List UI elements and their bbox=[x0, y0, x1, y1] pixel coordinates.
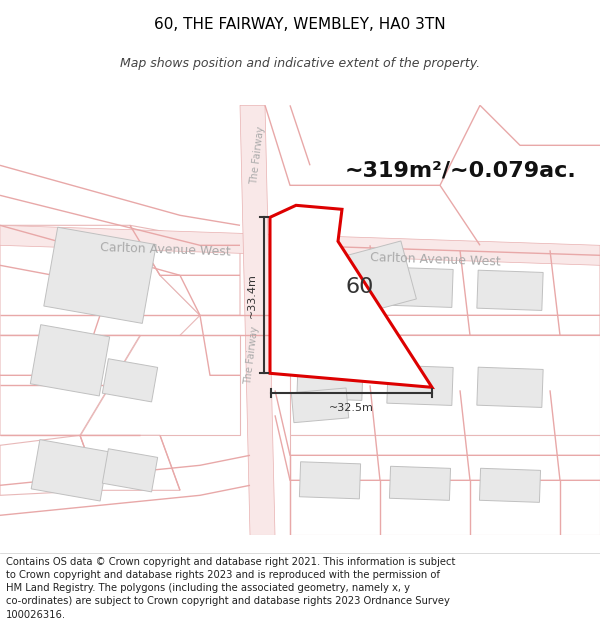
Polygon shape bbox=[323, 241, 416, 319]
Polygon shape bbox=[0, 435, 100, 495]
Polygon shape bbox=[31, 439, 109, 501]
Text: ~32.5m: ~32.5m bbox=[329, 403, 374, 413]
Polygon shape bbox=[479, 468, 541, 502]
Text: ~33.4m: ~33.4m bbox=[247, 273, 257, 318]
Polygon shape bbox=[0, 226, 600, 266]
Polygon shape bbox=[0, 226, 200, 375]
Polygon shape bbox=[44, 228, 156, 323]
Polygon shape bbox=[292, 329, 328, 352]
Polygon shape bbox=[387, 365, 453, 406]
Polygon shape bbox=[130, 226, 240, 316]
Text: 60: 60 bbox=[346, 278, 374, 298]
Polygon shape bbox=[299, 462, 361, 499]
Polygon shape bbox=[290, 246, 600, 336]
Text: 60, THE FAIRWAY, WEMBLEY, HA0 3TN: 60, THE FAIRWAY, WEMBLEY, HA0 3TN bbox=[154, 17, 446, 32]
Polygon shape bbox=[297, 263, 363, 303]
Polygon shape bbox=[290, 435, 600, 535]
Polygon shape bbox=[291, 388, 349, 422]
Polygon shape bbox=[477, 368, 543, 408]
Polygon shape bbox=[389, 466, 451, 501]
Text: The Fairway: The Fairway bbox=[244, 326, 260, 385]
Text: The Fairway: The Fairway bbox=[250, 126, 266, 186]
Polygon shape bbox=[80, 336, 240, 435]
Polygon shape bbox=[80, 435, 180, 490]
Text: Carlton Avenue West: Carlton Avenue West bbox=[100, 241, 231, 258]
Polygon shape bbox=[31, 325, 110, 396]
Polygon shape bbox=[103, 449, 158, 492]
Polygon shape bbox=[297, 360, 363, 401]
Polygon shape bbox=[0, 336, 140, 435]
Polygon shape bbox=[477, 270, 543, 311]
Text: Contains OS data © Crown copyright and database right 2021. This information is : Contains OS data © Crown copyright and d… bbox=[6, 557, 455, 619]
Polygon shape bbox=[240, 106, 275, 535]
Text: Map shows position and indicative extent of the property.: Map shows position and indicative extent… bbox=[120, 56, 480, 69]
Polygon shape bbox=[270, 206, 432, 388]
Polygon shape bbox=[290, 336, 600, 435]
Polygon shape bbox=[334, 286, 376, 314]
Polygon shape bbox=[387, 268, 453, 308]
Polygon shape bbox=[103, 359, 158, 402]
Text: Carlton Avenue West: Carlton Avenue West bbox=[370, 251, 501, 268]
Text: ~319m²/~0.079ac.: ~319m²/~0.079ac. bbox=[345, 161, 577, 181]
